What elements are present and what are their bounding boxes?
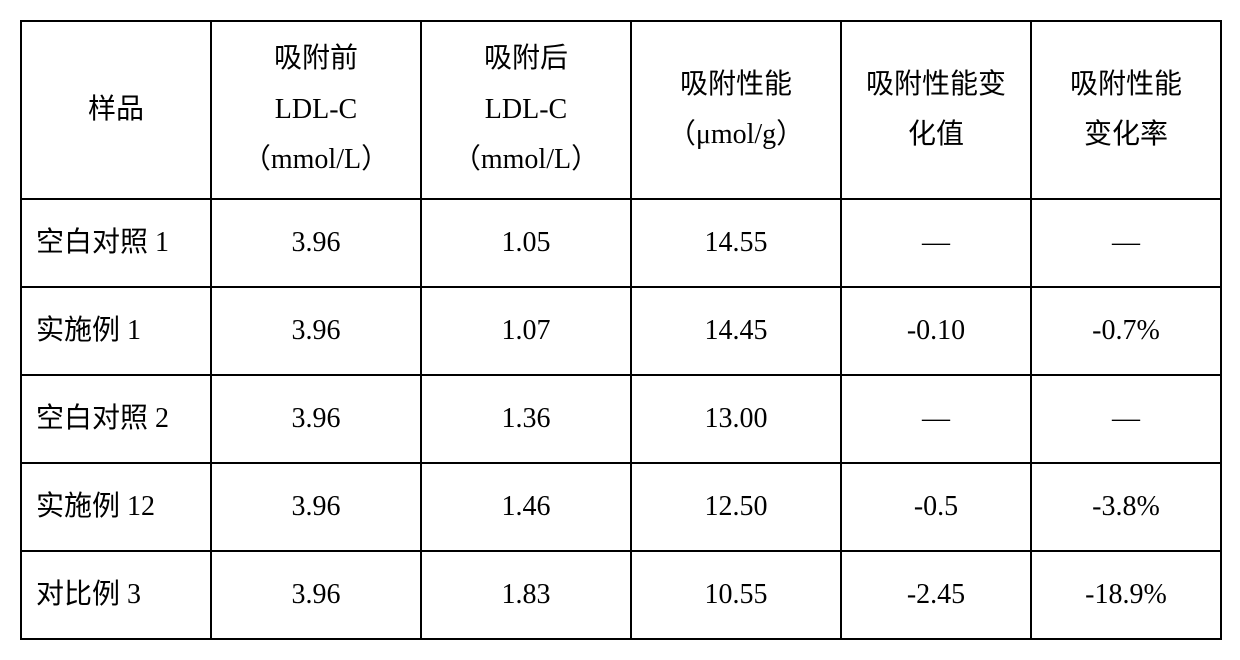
cell-change: -0.10 [841, 287, 1031, 375]
cell-rate: -3.8% [1031, 463, 1221, 551]
cell-sample: 实施例 1 [21, 287, 211, 375]
col-header-perf-change: 吸附性能变化值 [841, 21, 1031, 199]
cell-after: 1.46 [421, 463, 631, 551]
table-row: 对比例 3 3.96 1.83 10.55 -2.45 -18.9% [21, 551, 1221, 639]
cell-sample: 空白对照 2 [21, 375, 211, 463]
col-header-before-ldlc: 吸附前LDL-C（mmol/L） [211, 21, 421, 199]
cell-perf: 13.00 [631, 375, 841, 463]
cell-perf: 14.45 [631, 287, 841, 375]
cell-rate: — [1031, 199, 1221, 287]
col-header-after-ldlc: 吸附后LDL-C（mmol/L） [421, 21, 631, 199]
cell-perf: 14.55 [631, 199, 841, 287]
table-header-row: 样品 吸附前LDL-C（mmol/L） 吸附后LDL-C（mmol/L） 吸附性… [21, 21, 1221, 199]
cell-perf: 10.55 [631, 551, 841, 639]
cell-rate: -18.9% [1031, 551, 1221, 639]
table-row: 空白对照 1 3.96 1.05 14.55 — — [21, 199, 1221, 287]
cell-change: -0.5 [841, 463, 1031, 551]
cell-sample: 对比例 3 [21, 551, 211, 639]
cell-before: 3.96 [211, 551, 421, 639]
cell-sample: 实施例 12 [21, 463, 211, 551]
cell-after: 1.83 [421, 551, 631, 639]
cell-rate: — [1031, 375, 1221, 463]
col-header-perf-rate: 吸附性能变化率 [1031, 21, 1221, 199]
cell-after: 1.07 [421, 287, 631, 375]
cell-before: 3.96 [211, 287, 421, 375]
cell-after: 1.36 [421, 375, 631, 463]
cell-perf: 12.50 [631, 463, 841, 551]
cell-sample: 空白对照 1 [21, 199, 211, 287]
cell-before: 3.96 [211, 375, 421, 463]
cell-change: -2.45 [841, 551, 1031, 639]
table-row: 实施例 12 3.96 1.46 12.50 -0.5 -3.8% [21, 463, 1221, 551]
col-header-perf: 吸附性能（μmol/g） [631, 21, 841, 199]
cell-after: 1.05 [421, 199, 631, 287]
ldl-adsorption-table: 样品 吸附前LDL-C（mmol/L） 吸附后LDL-C（mmol/L） 吸附性… [20, 20, 1222, 640]
cell-rate: -0.7% [1031, 287, 1221, 375]
cell-before: 3.96 [211, 199, 421, 287]
table-row: 空白对照 2 3.96 1.36 13.00 — — [21, 375, 1221, 463]
table-row: 实施例 1 3.96 1.07 14.45 -0.10 -0.7% [21, 287, 1221, 375]
cell-change: — [841, 199, 1031, 287]
cell-before: 3.96 [211, 463, 421, 551]
col-header-sample: 样品 [21, 21, 211, 199]
cell-change: — [841, 375, 1031, 463]
